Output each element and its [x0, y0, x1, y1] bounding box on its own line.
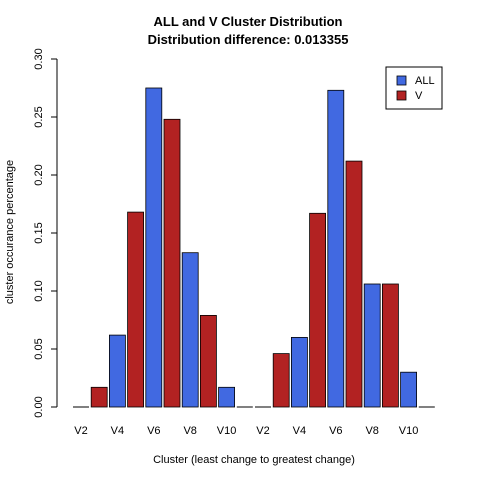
- legend-label-all: ALL: [415, 75, 435, 87]
- bar-group2-v5-v: [310, 213, 326, 407]
- bar-group1-v5-v: [128, 212, 144, 407]
- bar-group1-v3-v: [91, 387, 107, 407]
- bar-group1-v7-v: [164, 119, 180, 407]
- chart-subtitle: Distribution difference: 0.013355: [148, 32, 349, 47]
- bar-group2-v6-all: [328, 90, 344, 407]
- y-tick-label: 0.20: [33, 164, 45, 185]
- x-axis-label: Cluster (least change to greatest change…: [153, 454, 355, 466]
- y-tick-label: 0.25: [33, 106, 45, 127]
- x-tick-label: V8: [183, 425, 196, 437]
- x-tick-label: V10: [399, 425, 419, 437]
- y-tick-label: 0.15: [33, 222, 45, 243]
- y-tick-label: 0.10: [33, 280, 45, 301]
- x-tick-label: V6: [147, 425, 160, 437]
- bar-group2-v4-all: [291, 337, 307, 407]
- x-axis-tick-labels: V2 V4 V6 V8 V10 V2 V4 V6 V8 V10: [74, 425, 418, 437]
- bar-group2-v10-all: [401, 372, 417, 407]
- bar-group1-v4-all: [109, 335, 125, 407]
- x-tick-label: V4: [293, 425, 306, 437]
- x-tick-label: V2: [256, 425, 269, 437]
- legend-swatch-v: [397, 91, 406, 100]
- legend: ALL V: [386, 67, 442, 109]
- y-axis-ticks: 0.00 0.05 0.10 0.15 0.20 0.25 0.30: [33, 48, 57, 417]
- bar-group2-v7-v: [346, 161, 362, 407]
- x-tick-label: V6: [329, 425, 342, 437]
- bar-group1-v10-all: [219, 387, 235, 407]
- chart-title: ALL and V Cluster Distribution: [154, 14, 343, 29]
- legend-box: [386, 67, 442, 109]
- bar-group2-v9-v: [382, 284, 398, 407]
- x-tick-label: V10: [217, 425, 237, 437]
- x-tick-label: V8: [365, 425, 378, 437]
- bar-group2-v3-v: [273, 354, 289, 407]
- y-tick-label: 0.05: [33, 338, 45, 359]
- y-tick-label: 0.30: [33, 48, 45, 69]
- y-axis-label: cluster occurance percentage: [4, 160, 16, 304]
- x-tick-label: V2: [74, 425, 87, 437]
- legend-swatch-all: [397, 76, 406, 85]
- x-tick-label: V4: [111, 425, 124, 437]
- legend-label-v: V: [415, 90, 423, 102]
- y-tick-label: 0.00: [33, 396, 45, 417]
- bar-group1-v6-all: [146, 88, 162, 407]
- bars-layer: [73, 88, 435, 407]
- bar-group2-v8-all: [364, 284, 380, 407]
- bar-group1-v8-all: [182, 253, 198, 407]
- bar-group1-v9-v: [200, 315, 216, 407]
